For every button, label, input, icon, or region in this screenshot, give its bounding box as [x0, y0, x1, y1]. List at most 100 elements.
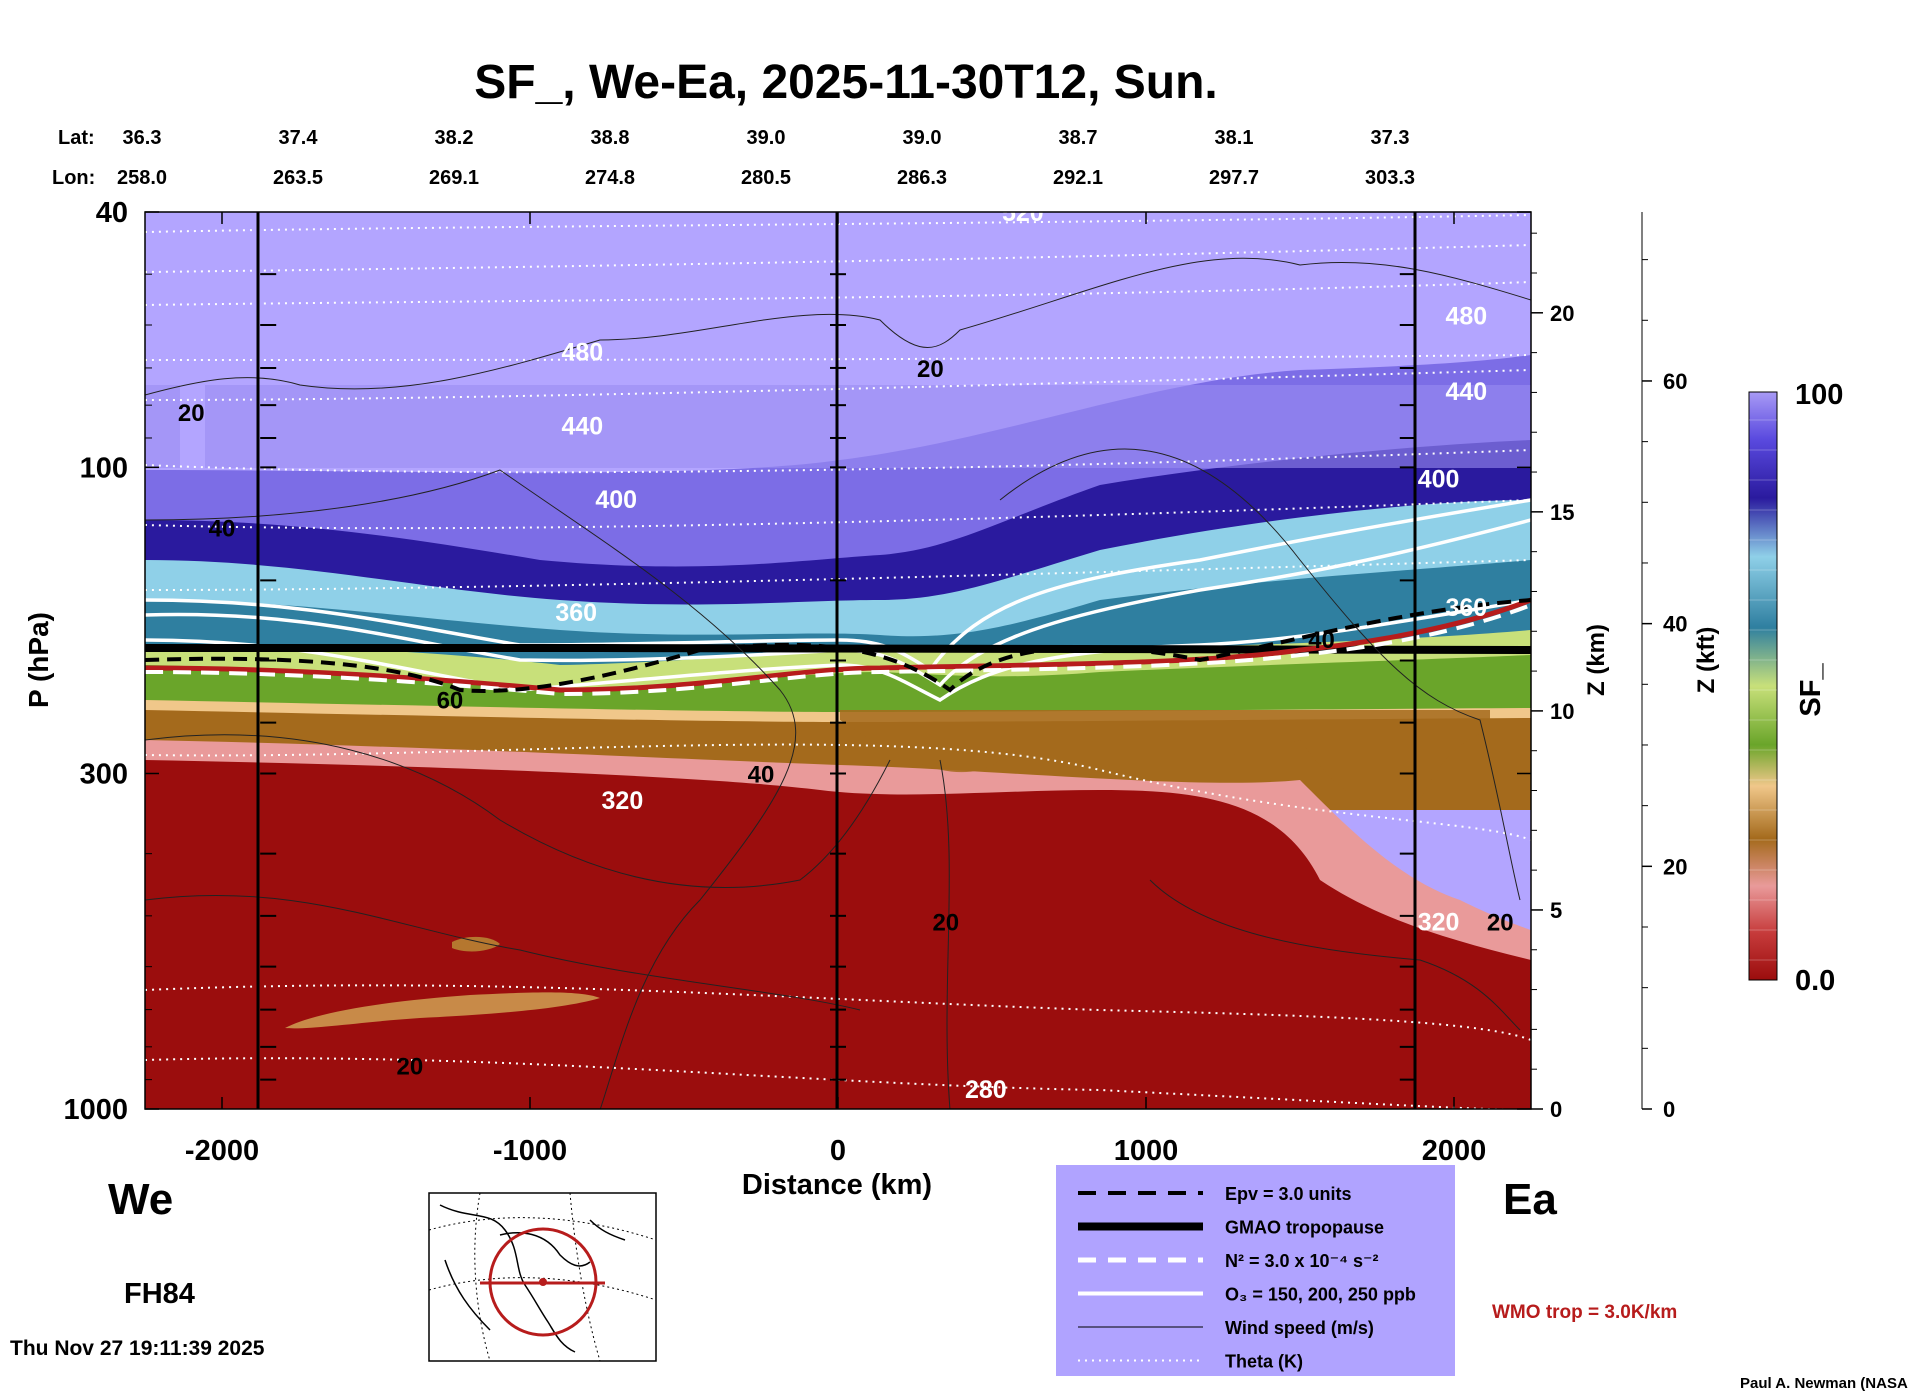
zkft-tick-label: 40 — [1663, 612, 1687, 637]
orange-filament — [285, 992, 600, 1029]
theta-label: 280 — [965, 1076, 1007, 1104]
x-tick-label: -2000 — [185, 1135, 259, 1167]
zkm-tick-label: 10 — [1550, 699, 1574, 724]
zkm-tick-label: 15 — [1550, 500, 1574, 525]
legend-label: N² = 3.0 x 10⁻⁴ s⁻² — [1225, 1251, 1378, 1271]
y-tick-label: 40 — [96, 197, 128, 229]
lat-tick-value: 38.8 — [591, 127, 630, 149]
epv-dashed-line — [145, 598, 1531, 693]
coastline — [439, 1204, 626, 1353]
wind-label: 40 — [748, 761, 775, 788]
lon-tick-value: 263.5 — [273, 167, 323, 189]
tropopause — [145, 597, 1531, 697]
x-tick-label: 1000 — [1114, 1135, 1179, 1167]
legend-label: Theta (K) — [1225, 1352, 1303, 1372]
lon-tick-value: 297.7 — [1209, 167, 1259, 189]
lon-tick-value: 274.8 — [585, 167, 635, 189]
zkm-axis-title: Z (km) — [1583, 624, 1610, 696]
theta-label: 440 — [562, 412, 604, 440]
wind-label: 20 — [932, 909, 959, 936]
colorbar-min-label: 0.0 — [1795, 965, 1835, 997]
band-brown-tongue — [840, 710, 1490, 806]
theta-label: 320 — [602, 787, 644, 815]
theta-label: 520 — [1002, 199, 1044, 227]
theta-label: 400 — [595, 486, 637, 514]
colorbar-max-label: 100 — [1795, 379, 1843, 411]
chart-title: SF_, We-Ea, 2025-11-30T12, Sun. — [474, 56, 1217, 109]
lat-tick-value: 37.4 — [279, 127, 319, 149]
credit: Paul A. Newman (NASA — [1740, 1375, 1908, 1392]
wmo-note: WMO trop = 3.0K/km — [1492, 1302, 1677, 1323]
legend-label: O₃ = 150, 200, 250 ppb — [1225, 1285, 1416, 1305]
lon-tick-value: 292.1 — [1053, 167, 1103, 189]
y-axis-title: P (hPa) — [23, 612, 54, 708]
wind-label: 40 — [209, 515, 236, 542]
lat-tick-value: 38.7 — [1059, 127, 1098, 149]
colorbar-title: SF_ — [1795, 663, 1827, 717]
x-axis-title: Distance (km) — [742, 1169, 932, 1201]
west-label: We — [108, 1175, 173, 1224]
legend-box — [1056, 1165, 1455, 1376]
y-tick-label: 300 — [80, 758, 128, 790]
lat-tick-value: 36.3 — [123, 127, 162, 149]
theta-label: 440 — [1445, 378, 1487, 406]
theta-label: 360 — [555, 599, 597, 627]
x-tick-label: 2000 — [1422, 1135, 1487, 1167]
wind-label: 20 — [917, 356, 944, 383]
x-axis: -2000 -1000 0 1000 2000 — [185, 212, 1486, 1167]
legend: Epv = 3.0 units GMAO tropopause N² = 3.0 x… — [1056, 1165, 1455, 1376]
legend-label: Wind speed (m/s) — [1225, 1318, 1374, 1338]
vline-ticks — [260, 273, 1416, 1081]
lon-label: Lon: — [52, 167, 95, 189]
lon-tick-value: 258.0 — [117, 167, 167, 189]
wind-label: 60 — [437, 687, 464, 714]
zkm-tick-label: 20 — [1550, 301, 1574, 326]
zkft-tick-label: 20 — [1663, 854, 1687, 879]
legend-label: GMAO tropopause — [1225, 1218, 1384, 1238]
theta-label: 480 — [1445, 303, 1487, 331]
lon-tick-value: 303.3 — [1365, 167, 1415, 189]
orange-blob — [452, 936, 500, 952]
theta-label: 480 — [562, 339, 604, 367]
latlon-ticks: 36.3 37.4 38.2 38.8 39.0 39.0 38.7 38.1 37.3 258.… — [117, 127, 1415, 189]
east-label: Ea — [1503, 1175, 1557, 1224]
zkft-tick-label: 0 — [1663, 1097, 1675, 1122]
wind-label: 20 — [397, 1053, 424, 1080]
n2-dashed-line — [145, 603, 1531, 697]
lat-tick-value: 39.0 — [747, 127, 786, 149]
z-km-axis: 0 5 10 15 20 — [1530, 212, 1574, 1122]
contour-labels: 520 480 480 440 440 400 400 360 360 320 320 280 20 20… — [178, 199, 1514, 1104]
zkm-tick-label: 5 — [1550, 898, 1562, 923]
inset-map — [428, 1192, 657, 1362]
wind-label: 20 — [1487, 909, 1514, 936]
zkft-tick-label: 60 — [1663, 369, 1687, 394]
lat-label: Lat: — [58, 127, 95, 149]
legend-label: Epv = 3.0 units — [1225, 1184, 1352, 1204]
lat-tick-value: 37.3 — [1371, 127, 1410, 149]
timestamp: Thu Nov 27 19:11:39 2025 — [10, 1337, 265, 1360]
y-axis: 40 100 300 1000 — [63, 197, 1531, 1126]
theta-lines — [145, 214, 1531, 1109]
x-tick-label: -1000 — [493, 1135, 567, 1167]
theta-label: 400 — [1418, 465, 1460, 493]
y-tick-label: 100 — [80, 452, 128, 484]
y-tick-label: 1000 — [63, 1094, 128, 1126]
x-tick-label: 0 — [830, 1135, 846, 1167]
wind-label: 20 — [178, 400, 205, 427]
wind-label: 40 — [1308, 627, 1335, 654]
lat-tick-value: 39.0 — [903, 127, 942, 149]
lon-tick-value: 269.1 — [429, 167, 479, 189]
lat-tick-value: 38.1 — [1215, 127, 1254, 149]
lat-tick-value: 38.2 — [435, 127, 474, 149]
colorbar-bands — [1749, 419, 1777, 961]
forecast-hour: FH84 — [124, 1278, 195, 1310]
zkft-axis-title: Z (kft) — [1693, 627, 1720, 694]
lon-tick-value: 286.3 — [897, 167, 947, 189]
colorbar — [1748, 391, 1778, 981]
theta-label: 320 — [1418, 908, 1460, 936]
zkm-tick-label: 0 — [1550, 1097, 1562, 1122]
theta-label: 360 — [1445, 594, 1487, 622]
lon-tick-value: 280.5 — [741, 167, 791, 189]
z-kft-axis: 0 20 40 60 — [1641, 212, 1687, 1122]
